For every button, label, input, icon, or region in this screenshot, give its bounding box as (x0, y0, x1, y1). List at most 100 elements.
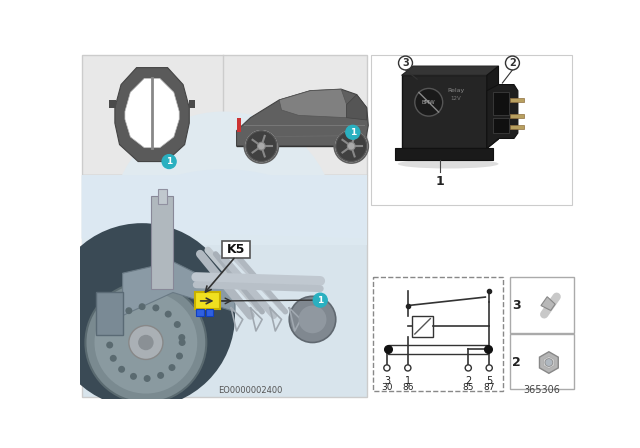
Bar (510, 99, 524, 102)
Circle shape (384, 365, 390, 371)
Circle shape (348, 142, 355, 150)
Circle shape (168, 364, 175, 371)
Circle shape (415, 88, 443, 116)
Circle shape (49, 223, 235, 408)
Circle shape (157, 372, 164, 379)
Text: 12V: 12V (451, 96, 461, 101)
Text: 30: 30 (381, 383, 393, 392)
Text: 86: 86 (402, 383, 413, 392)
Circle shape (298, 306, 326, 333)
Bar (109, 100, 116, 108)
Bar (95, 293, 123, 335)
Bar (189, 100, 195, 108)
Text: 1: 1 (317, 296, 323, 305)
Polygon shape (487, 66, 499, 148)
Wedge shape (111, 112, 336, 223)
Text: 1: 1 (166, 157, 172, 166)
Circle shape (118, 366, 125, 373)
Circle shape (313, 293, 327, 307)
Text: 2: 2 (509, 58, 516, 68)
Text: EO0000002400: EO0000002400 (218, 386, 283, 395)
Bar (493, 118, 509, 133)
Circle shape (399, 56, 412, 70)
Text: 365306: 365306 (524, 385, 561, 395)
Circle shape (115, 316, 122, 323)
Bar (81, 176, 367, 245)
Circle shape (139, 303, 145, 310)
Ellipse shape (397, 159, 499, 168)
Polygon shape (237, 89, 368, 146)
Circle shape (129, 326, 163, 359)
Text: K5: K5 (227, 243, 245, 256)
Circle shape (289, 296, 336, 343)
Polygon shape (81, 169, 367, 238)
Text: 85: 85 (463, 383, 474, 392)
Circle shape (486, 365, 492, 371)
Circle shape (465, 365, 472, 371)
Circle shape (138, 335, 154, 350)
Bar (510, 125, 524, 129)
Bar (81, 55, 367, 175)
Bar (388, 345, 488, 354)
Circle shape (244, 129, 278, 163)
Text: 3: 3 (512, 299, 520, 312)
Text: Relay: Relay (447, 88, 465, 93)
Text: 87: 87 (483, 383, 495, 392)
Circle shape (162, 155, 176, 168)
Circle shape (257, 142, 265, 150)
Polygon shape (402, 66, 499, 75)
Circle shape (346, 125, 360, 139)
Circle shape (95, 292, 197, 393)
FancyBboxPatch shape (222, 241, 250, 258)
Circle shape (545, 359, 553, 366)
Circle shape (110, 355, 116, 362)
Circle shape (176, 353, 183, 359)
Circle shape (108, 328, 115, 335)
Polygon shape (115, 68, 189, 162)
Circle shape (179, 334, 185, 341)
Bar (157, 189, 167, 204)
Text: 2: 2 (465, 375, 472, 386)
Circle shape (404, 365, 411, 371)
Text: 2: 2 (512, 356, 521, 369)
Circle shape (174, 321, 180, 328)
Polygon shape (279, 89, 347, 118)
Bar (510, 114, 524, 118)
Text: BMW: BMW (422, 100, 436, 105)
Bar (195, 293, 220, 310)
Bar (196, 310, 204, 315)
Bar (205, 310, 213, 315)
Bar (373, 277, 503, 391)
Text: 1: 1 (349, 128, 356, 137)
Bar (510, 277, 573, 332)
Circle shape (85, 282, 206, 403)
Polygon shape (543, 356, 554, 369)
Circle shape (246, 131, 277, 162)
Bar (396, 148, 493, 160)
Bar (371, 55, 572, 206)
Polygon shape (125, 78, 179, 148)
Circle shape (506, 56, 520, 70)
Circle shape (164, 310, 172, 318)
Circle shape (106, 341, 113, 349)
Circle shape (125, 307, 132, 314)
Circle shape (143, 375, 150, 382)
Bar (493, 92, 509, 116)
Bar (81, 176, 367, 397)
Text: 1: 1 (404, 375, 411, 386)
Polygon shape (123, 262, 235, 315)
Polygon shape (487, 85, 518, 148)
Circle shape (152, 304, 159, 311)
Bar (412, 315, 433, 337)
Text: 3: 3 (384, 375, 390, 386)
Bar (402, 75, 487, 148)
Bar (237, 118, 241, 132)
Polygon shape (347, 95, 367, 120)
Circle shape (179, 339, 186, 346)
Bar (510, 334, 573, 389)
Circle shape (336, 131, 367, 162)
Circle shape (334, 129, 368, 163)
Text: 5: 5 (486, 375, 492, 386)
Polygon shape (541, 297, 555, 310)
Bar (151, 196, 173, 289)
